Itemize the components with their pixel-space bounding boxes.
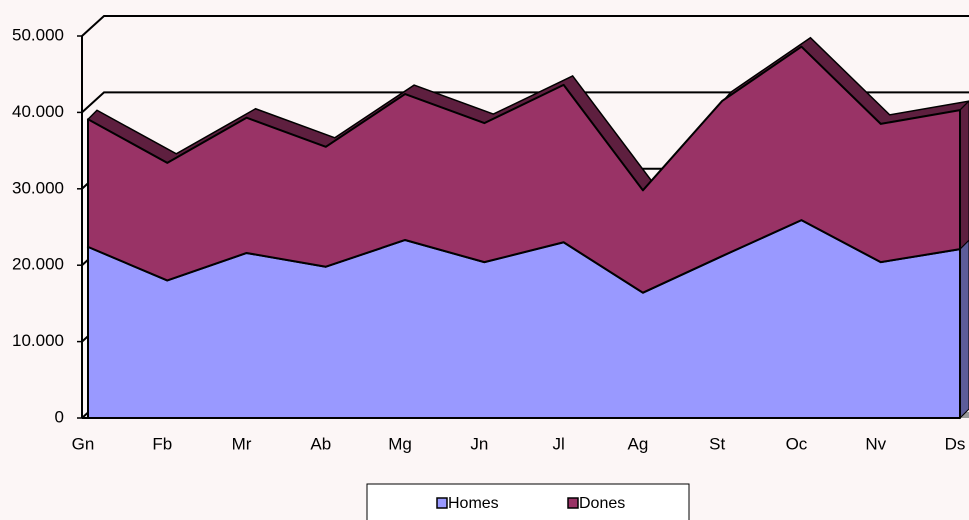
y-tick-label: 30.000 xyxy=(12,178,64,197)
x-tick-label: Mg xyxy=(388,434,412,453)
x-tick-label: Jn xyxy=(470,434,488,453)
x-tick-label: Ab xyxy=(310,434,331,453)
x-tick-label: Oc xyxy=(786,434,808,453)
legend-swatch xyxy=(436,497,448,509)
grid-line xyxy=(81,15,969,37)
y-tick-label: 40.000 xyxy=(12,102,64,121)
x-tick-label: Fb xyxy=(152,434,172,453)
legend-box xyxy=(366,483,690,520)
x-tick-label: Nv xyxy=(865,434,886,453)
area xyxy=(87,45,961,294)
grid-line xyxy=(81,91,969,114)
x-tick-label: Jl xyxy=(552,434,564,453)
legend-label: Dones xyxy=(579,495,625,512)
y-tick-label: 20.000 xyxy=(12,255,64,274)
x-tick-label: St xyxy=(709,434,725,453)
x-tick-label: Mr xyxy=(232,434,252,453)
y-tick-label: 50.000 xyxy=(12,25,64,44)
area-side xyxy=(959,100,969,251)
area-side xyxy=(959,239,969,420)
legend-label: Homes xyxy=(448,495,499,512)
x-tick-label: Ds xyxy=(945,434,966,453)
x-tick-label: Ag xyxy=(628,434,649,453)
x-tick-label: Gn xyxy=(72,434,95,453)
y-tick-label: 10.000 xyxy=(12,331,64,350)
legend-swatch xyxy=(567,497,579,509)
y-tick-label: 0 xyxy=(55,407,64,426)
